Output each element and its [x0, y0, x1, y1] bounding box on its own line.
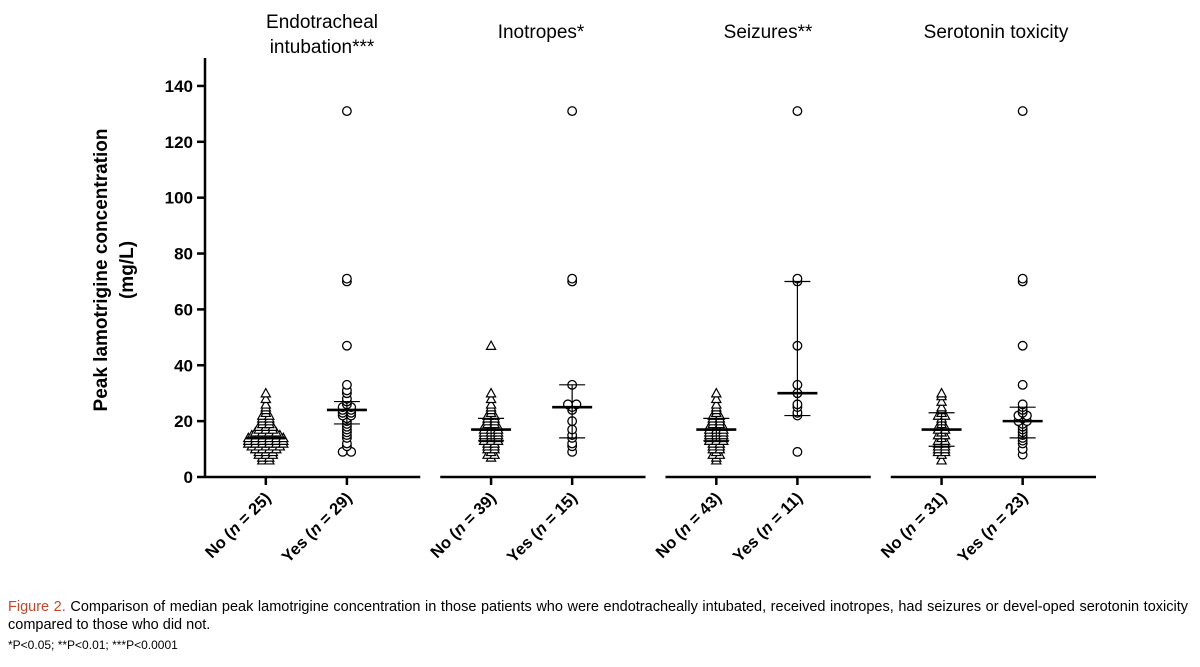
y-tick-label: 0 — [184, 468, 193, 487]
y-tick-label: 20 — [174, 412, 193, 431]
x-category-label-suffix: = 29) — [313, 489, 356, 532]
chart: 0 20 40 60 80 100 120 140 Peak lamotrigine conce… — [91, 12, 1096, 566]
labels: 0 20 40 60 80 100 120 140 Peak lamotrigine conce… — [91, 12, 1069, 566]
group-title: Endotracheal — [266, 12, 378, 33]
figure-label: Figure 2. — [8, 599, 66, 615]
x-category-label: No (n = 31) — [878, 489, 951, 562]
x-category-label: Yes (n = 11) — [730, 489, 807, 566]
circle-point — [341, 273, 352, 284]
triangle-point — [935, 401, 948, 412]
axes — [197, 58, 1096, 485]
triangle-point — [710, 398, 722, 409]
circle-point — [341, 379, 352, 390]
triangle-point — [935, 387, 948, 398]
x-category-label: Yes (n = 29) — [278, 489, 355, 566]
x-category-label-suffix: = 23) — [989, 489, 1032, 532]
y-axis-title: Peak lamotrigine concentration — [91, 129, 112, 412]
y-tick-label: 80 — [174, 245, 193, 264]
triangle-point — [485, 387, 497, 398]
significance-footnote: *P<0.05; **P<0.01; ***P<0.0001 — [8, 638, 178, 652]
circle-point — [1017, 273, 1028, 284]
caption-text: Comparison of median peak lamotrigine co… — [8, 599, 1188, 633]
triangle-point — [260, 387, 272, 398]
triangle-point — [485, 339, 497, 350]
circle-point — [341, 340, 352, 351]
circle-point — [792, 446, 803, 457]
triangle-point — [935, 395, 948, 406]
group-title: Serotonin toxicity — [924, 22, 1069, 43]
y-tick-label: 120 — [165, 133, 193, 152]
x-category-label-suffix: = 43) — [682, 489, 725, 532]
x-category-label-suffix: = 15) — [538, 489, 581, 532]
x-category-label: Yes (n = 15) — [504, 489, 581, 566]
triangle-point — [935, 454, 948, 465]
data-points — [242, 106, 1043, 465]
circle-point — [567, 106, 578, 117]
group-title: Seizures** — [724, 22, 813, 43]
triangle-point — [485, 392, 497, 404]
y-axis-unit: (mg/L) — [117, 241, 138, 299]
triangle-point — [710, 392, 722, 404]
triangle-point — [260, 398, 272, 409]
y-tick-label: 100 — [165, 189, 193, 208]
group-title: intubation*** — [270, 37, 375, 58]
y-tick-label: 40 — [174, 356, 193, 375]
y-tick-label: 60 — [174, 300, 193, 319]
circle-point — [567, 273, 578, 284]
x-category-label-suffix: = 11) — [764, 489, 806, 531]
x-category-label-suffix: = 39) — [457, 489, 500, 532]
x-category-label-suffix: = 31) — [908, 489, 951, 532]
circle-point — [1017, 340, 1028, 351]
x-category-label: No (n = 25) — [202, 489, 275, 562]
x-category-label-suffix: = 25) — [232, 489, 275, 532]
x-category-label: No (n = 43) — [652, 489, 725, 562]
triangle-point — [710, 387, 722, 398]
circle-point — [341, 106, 352, 117]
group-title: Inotropes* — [498, 22, 585, 43]
circle-point — [1017, 379, 1028, 390]
triangle-point — [260, 392, 272, 404]
y-tick-label: 140 — [165, 77, 193, 96]
figure-caption: Figure 2. Comparison of median peak lamo… — [8, 598, 1188, 634]
x-category-label: No (n = 39) — [427, 489, 500, 562]
x-category-label: Yes (n = 23) — [954, 489, 1031, 566]
circle-point — [792, 106, 803, 117]
circle-point — [1017, 106, 1028, 117]
triangle-point — [485, 398, 497, 409]
